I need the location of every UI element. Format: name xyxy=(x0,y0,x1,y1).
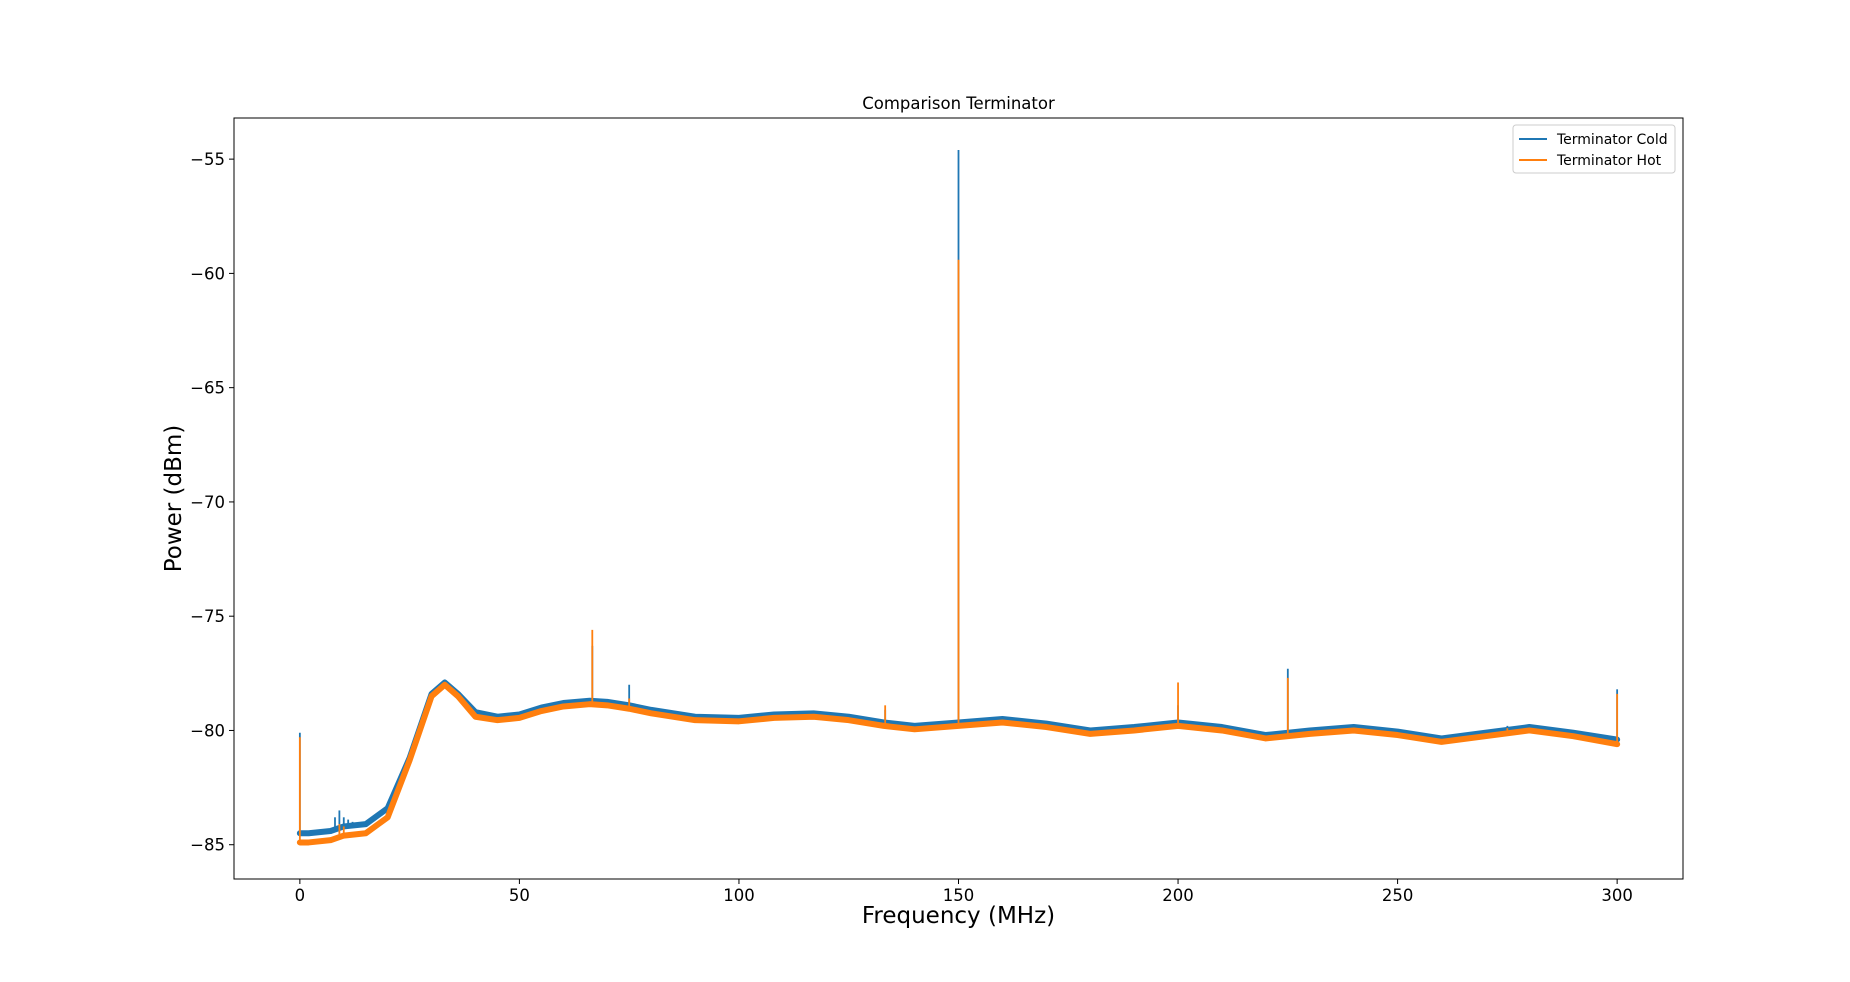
x-tick-label: 50 xyxy=(509,886,530,905)
plot-area xyxy=(296,149,1621,846)
chart-title: Comparison Terminator xyxy=(862,94,1055,113)
legend-label: Terminator Hot xyxy=(1556,153,1662,169)
legend: Terminator Cold Terminator Hot xyxy=(1512,124,1676,174)
series-line xyxy=(296,681,1621,846)
axes: 0 50 100 150 200 250 300 −55 −60 −65 −70 −75 −80 −85 xyxy=(190,117,1684,905)
y-tick-label: −70 xyxy=(190,493,225,512)
y-axis-label: Power (dBm) xyxy=(161,425,187,573)
x-tick-label: 250 xyxy=(1382,886,1414,905)
x-axis-label: Frequency (MHz) xyxy=(862,903,1055,929)
x-tick-label: 150 xyxy=(943,886,975,905)
y-tick-label: −80 xyxy=(190,721,225,740)
y-tick-label: −75 xyxy=(190,607,225,626)
x-tick-label: 200 xyxy=(1162,886,1194,905)
legend-box xyxy=(1512,124,1676,174)
legend-label: Terminator Cold xyxy=(1556,132,1668,148)
y-tick-label: −60 xyxy=(190,264,225,283)
y-tick-label: −65 xyxy=(190,379,225,398)
series-terminator-hot xyxy=(296,259,1621,846)
x-tick-label: 0 xyxy=(295,886,306,905)
y-tick-label: −55 xyxy=(190,150,225,169)
x-tick-label: 100 xyxy=(723,886,755,905)
y-tick-label: −85 xyxy=(190,836,225,855)
x-tick-label: 300 xyxy=(1601,886,1633,905)
